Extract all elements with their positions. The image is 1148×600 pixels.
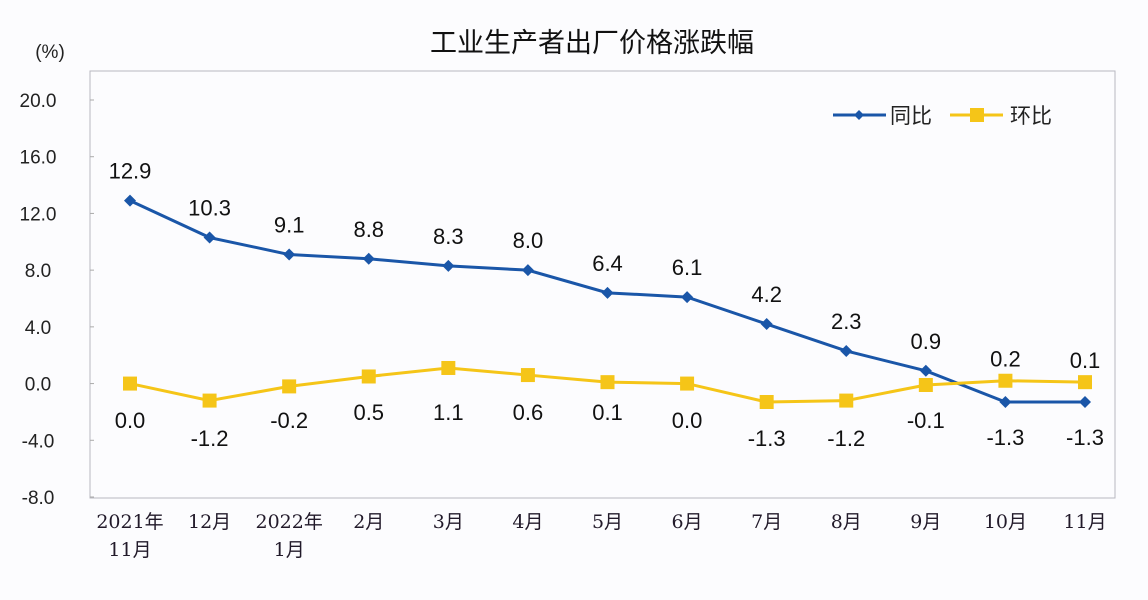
data-point-yoy [760,318,773,331]
data-point-mom [680,376,695,391]
data-point-yoy [1079,396,1091,409]
data-point-yoy [362,252,375,265]
data-label: 0.1 [592,400,623,425]
data-label: 0.2 [990,347,1021,372]
x-tick-label: 9月 [910,511,941,533]
y-tick-label: -8.0 [22,488,55,509]
x-tick-label: 3月 [433,511,464,533]
data-point-mom [520,368,535,383]
data-point-yoy [681,291,694,304]
data-point-mom [282,379,297,394]
data-point-mom [759,395,774,410]
data-point-yoy [919,364,932,377]
y-axis-unit: (%) [35,42,65,63]
data-point-mom [361,369,376,384]
data-point-yoy [442,259,455,272]
x-tick-label: 2022年 [255,511,322,533]
y-tick-label: -4.0 [22,431,55,452]
data-label: -1.2 [827,426,865,451]
legend-marker-diamond [854,110,864,120]
x-tick-label: 11月 [1063,511,1106,533]
x-tick-label: 4月 [512,511,543,533]
data-point-mom [600,375,615,390]
data-label: 6.1 [672,255,703,280]
x-tick-label: 5月 [592,511,623,533]
data-label: -0.2 [270,408,308,433]
data-label: 10.3 [188,196,231,221]
data-point-yoy [999,396,1012,409]
x-tick-label: 11月 [108,539,151,561]
data-point-mom [998,373,1013,388]
data-label: 2.3 [831,309,862,334]
x-tick-label: 10月 [984,511,1027,533]
y-tick-label: 16.0 [20,148,57,169]
data-label: 0.5 [353,400,384,425]
data-label: 0.0 [672,408,703,433]
data-label: 8.3 [433,224,464,249]
data-label: 4.2 [751,282,782,307]
y-tick-label: 4.0 [25,318,51,339]
legend-label-mom: 环比 [1010,104,1052,128]
data-label: 0.1 [1070,348,1101,373]
data-point-yoy [601,286,614,299]
data-label: 0.6 [513,400,544,425]
data-label: 9.1 [274,213,305,238]
data-label: 0.0 [115,408,146,433]
data-label: 8.0 [513,228,544,253]
data-label: -1.3 [1066,425,1104,450]
data-point-mom [123,376,137,391]
data-label: 12.9 [109,159,152,184]
data-label: 1.1 [433,400,464,425]
data-point-yoy [283,248,296,261]
y-tick-label: 12.0 [20,204,57,225]
x-tick-label: 12月 [188,511,231,533]
data-label: -0.1 [907,408,945,433]
data-point-mom [441,360,456,375]
data-point-yoy [521,264,534,277]
data-label: -1.2 [191,426,229,451]
data-point-mom [1078,375,1092,390]
data-label: 0.9 [911,329,942,354]
x-tick-label: 7月 [751,511,782,533]
x-tick-label: 2021年 [96,511,163,533]
legend-label-yoy: 同比 [890,104,932,128]
data-point-mom [839,393,854,408]
data-point-mom [918,377,933,392]
y-tick-label: 20.0 [20,91,57,112]
plot-area [89,70,1116,499]
data-point-yoy [840,344,853,357]
y-tick-label: 0.0 [25,375,51,396]
x-tick-label: 2月 [353,511,384,533]
data-label: -1.3 [748,426,786,451]
chart-title: 工业生产者出厂价格涨跌幅 [430,28,754,59]
legend-marker-square [970,108,984,122]
legend: 同比 环比 [833,104,1052,128]
data-point-mom [202,393,217,408]
x-tick-label: 1月 [274,539,305,561]
x-tick-label: 8月 [831,511,862,533]
data-label: 6.4 [592,251,623,276]
data-point-yoy [203,231,216,244]
y-tick-label: 8.0 [25,261,51,282]
x-tick-label: 6月 [672,511,703,533]
data-label: -1.3 [986,425,1024,450]
data-point-yoy [124,194,136,207]
data-label: 8.8 [353,217,384,242]
